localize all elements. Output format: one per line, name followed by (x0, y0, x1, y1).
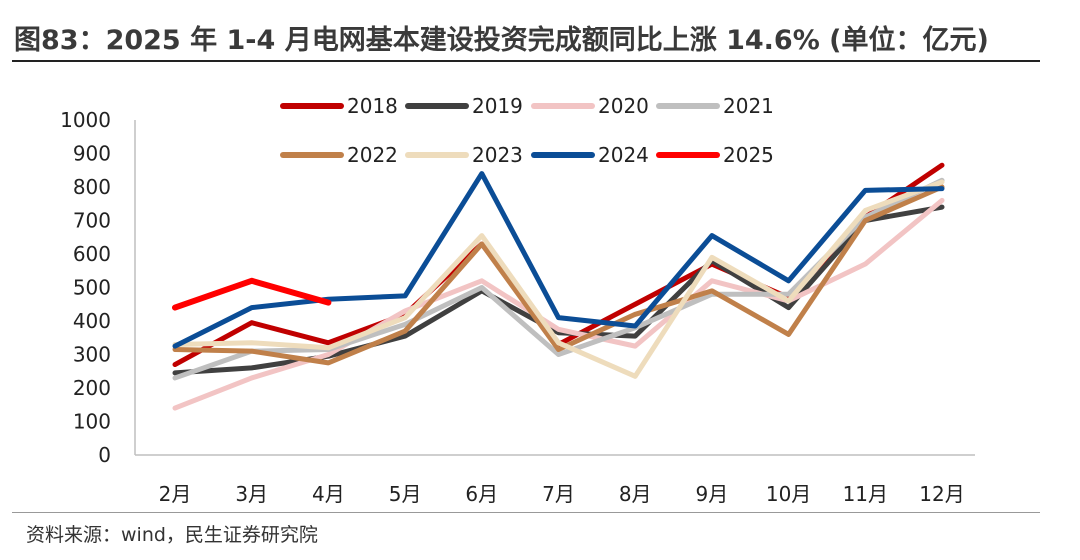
legend-label-2020: 2020 (598, 94, 649, 118)
x-tick-label: 9月 (696, 482, 729, 506)
y-tick-label: 800 (73, 175, 111, 199)
series-line-2020 (172, 197, 945, 411)
y-tick-label: 900 (73, 142, 111, 166)
x-tick-label: 2月 (159, 482, 192, 506)
x-tick-label: 10月 (766, 482, 811, 506)
series-line-2024 (172, 171, 945, 349)
series-line-2022 (172, 184, 945, 366)
x-tick-label: 6月 (465, 482, 498, 506)
y-tick-label: 200 (73, 376, 111, 400)
y-axis-ticks: 0 100 200 300 400 500 600 700 800 900 1000 (60, 108, 111, 467)
y-tick-label: 600 (73, 242, 111, 266)
series-line-2025 (172, 277, 332, 311)
title-divider (12, 60, 1040, 62)
series-line-2023 (172, 179, 945, 379)
legend-label-2023: 2023 (472, 143, 523, 167)
y-tick-label: 400 (73, 309, 111, 333)
line-chart: 0 100 200 300 400 500 600 700 800 900 1000 2月 3月 4月 5… (60, 94, 975, 506)
x-axis-ticks: 2月 3月 4月 5月 6月 7月 8月 9月 10月 11月 12月 (159, 482, 965, 506)
y-tick-label: 500 (73, 276, 111, 300)
x-tick-label: 7月 (542, 482, 575, 506)
series-lines (172, 162, 945, 411)
page-title: 图83：2025 年 1-4 月电网基本建设投资完成额同比上涨 14.6% (单… (14, 25, 989, 56)
x-tick-label: 12月 (919, 482, 964, 506)
source-note: 资料来源：wind，民生证券研究院 (26, 524, 318, 546)
legend-label-2018: 2018 (347, 94, 398, 118)
y-tick-label: 0 (98, 443, 111, 467)
x-tick-label: 3月 (235, 482, 268, 506)
x-tick-label: 11月 (843, 482, 888, 506)
legend-label-2022: 2022 (347, 143, 398, 167)
chart-legend: 2018 2019 2020 2021 2022 2023 2024 2025 (280, 94, 774, 167)
chart-axes (134, 120, 975, 456)
y-tick-label: 300 (73, 343, 111, 367)
x-tick-label: 8月 (619, 482, 652, 506)
legend-label-2021: 2021 (723, 94, 774, 118)
y-tick-label: 700 (73, 209, 111, 233)
legend-label-2025: 2025 (723, 143, 774, 167)
legend-label-2019: 2019 (472, 94, 523, 118)
y-tick-label: 1000 (60, 108, 111, 132)
footer-divider (12, 512, 1040, 513)
y-tick-label: 100 (73, 410, 111, 434)
x-tick-label: 4月 (312, 482, 345, 506)
x-tick-label: 5月 (389, 482, 422, 506)
legend-label-2024: 2024 (598, 143, 649, 167)
